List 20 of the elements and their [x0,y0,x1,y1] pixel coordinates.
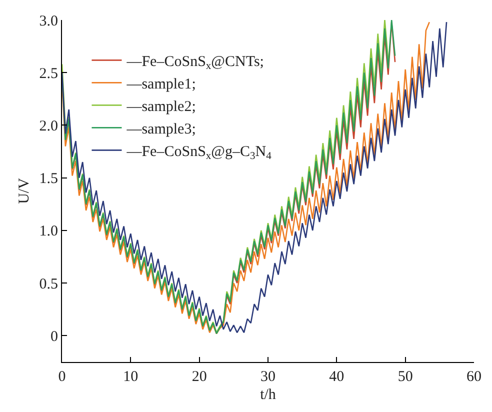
y-tick-label: 0.5 [39,276,58,292]
y-tick-label: 1.0 [39,224,58,240]
x-tick-label: 60 [466,369,482,385]
x-tick-label: 30 [260,369,276,385]
y-axis-title: U/V [16,178,32,204]
x-tick-label: 10 [123,369,138,385]
x-tick-label: 50 [398,369,413,385]
x-axis-title: t/h [260,387,276,403]
y-tick-label: 2.5 [39,66,58,82]
legend-label: —sample1; [126,76,196,93]
legend-label: —sample3; [126,122,196,138]
y-tick-label: 0 [50,328,58,345]
legend-label: —sample2; [126,99,196,116]
y-tick-label: 2.0 [39,118,58,134]
x-tick-label: 20 [192,369,207,385]
legend-label: —Fe–CoSnS$_{x}$@CNTs; [126,54,264,72]
y-tick-label: 1.5 [39,171,58,188]
legend-label: —Fe–CoSnS$_{x}$@g–C$_{3}$N$_{4}$ [126,144,272,162]
y-tick-label: 3.0 [39,13,58,30]
x-tick-label: 40 [329,369,344,385]
